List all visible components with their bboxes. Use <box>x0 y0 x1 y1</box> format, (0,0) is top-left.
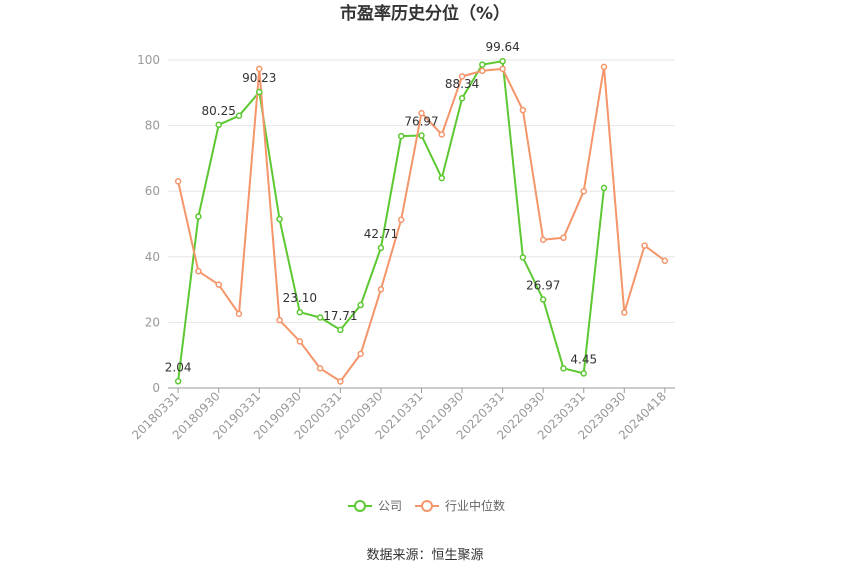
data-point-series-0[interactable] <box>397 132 405 140</box>
y-tick-label: 20 <box>145 315 160 329</box>
data-point-series-1[interactable] <box>539 236 547 243</box>
y-tick-label: 40 <box>145 250 160 264</box>
data-labels: 2.04 80.25 90.23 23.10 17.71 42.71 76.97 88.34 9… <box>165 40 597 374</box>
data-point-series-0[interactable] <box>296 308 304 316</box>
legend-marker-icon <box>354 500 366 512</box>
data-label: 76.97 <box>404 115 438 129</box>
data-point-series-1[interactable] <box>377 286 385 293</box>
y-tick-label: 100 <box>137 53 160 67</box>
data-point-series-1[interactable] <box>621 309 628 316</box>
data-label: 26.97 <box>526 279 560 293</box>
data-label: 17.71 <box>323 309 357 323</box>
series-lines <box>177 60 666 383</box>
data-point-series-1[interactable] <box>296 338 304 345</box>
data-point-series-1[interactable] <box>316 365 324 372</box>
legend-item-0[interactable]: 公司 <box>348 499 402 513</box>
data-point-series-1[interactable] <box>580 187 587 195</box>
data-point-series-0[interactable] <box>276 215 283 223</box>
data-point-series-0[interactable] <box>519 254 527 261</box>
legend-marker-icon <box>421 500 433 512</box>
data-label: 88.34 <box>445 77 479 91</box>
data-point-series-0[interactable] <box>539 296 547 303</box>
data-point-series-1[interactable] <box>235 310 243 318</box>
data-point-series-1[interactable] <box>357 350 364 358</box>
data-point-series-0[interactable] <box>377 244 385 252</box>
data-label: 2.04 <box>165 360 192 374</box>
data-point-series-1[interactable] <box>519 106 527 114</box>
legend-item-1[interactable]: 行业中位数 <box>415 498 505 513</box>
data-point-series-0[interactable] <box>479 61 486 68</box>
data-point-series-0[interactable] <box>499 57 506 65</box>
data-point-series-0[interactable] <box>256 88 263 96</box>
data-point-series-1[interactable] <box>174 178 182 185</box>
chart-title: 市盈率历史分位（%） <box>340 3 510 24</box>
data-point-series-0[interactable] <box>580 370 587 377</box>
data-point-series-0[interactable] <box>235 112 243 120</box>
data-point-series-1[interactable] <box>215 281 222 288</box>
x-axis: 2018033120180930201903312019093020200331… <box>129 387 675 442</box>
series-points <box>174 57 669 385</box>
data-point-series-1[interactable] <box>479 67 486 75</box>
source-note: 数据来源：恒生聚源 <box>366 548 483 563</box>
data-point-series-1[interactable] <box>256 65 263 73</box>
series-line-0 <box>177 60 605 382</box>
data-point-series-0[interactable] <box>418 132 425 139</box>
data-point-series-1[interactable] <box>337 378 344 385</box>
data-point-series-0[interactable] <box>174 378 182 385</box>
data-point-series-0[interactable] <box>195 213 202 220</box>
data-label: 90.23 <box>242 71 276 85</box>
y-tick-label: 0 <box>152 381 160 395</box>
y-axis: 0 20 40 60 80 100 <box>137 53 160 395</box>
data-point-series-1[interactable] <box>661 257 669 264</box>
y-tick-label: 80 <box>145 119 160 133</box>
data-label: 4.45 <box>570 352 597 366</box>
legend-label: 公司 <box>378 499 402 513</box>
data-point-series-0[interactable] <box>560 365 567 372</box>
data-label: 23.10 <box>283 291 317 305</box>
data-point-series-1[interactable] <box>438 131 446 138</box>
data-point-series-1[interactable] <box>600 63 608 71</box>
data-point-series-0[interactable] <box>458 94 466 102</box>
data-label: 99.64 <box>485 40 519 54</box>
data-point-series-0[interactable] <box>215 121 222 129</box>
data-point-series-1[interactable] <box>397 216 405 223</box>
data-point-series-1[interactable] <box>195 267 202 275</box>
data-point-series-0[interactable] <box>600 184 608 192</box>
data-point-series-1[interactable] <box>418 109 425 117</box>
data-point-series-1[interactable] <box>276 316 283 324</box>
data-point-series-1[interactable] <box>458 73 466 80</box>
y-tick-label: 60 <box>145 184 160 198</box>
data-point-series-0[interactable] <box>316 314 324 321</box>
data-point-series-0[interactable] <box>357 301 364 309</box>
data-point-series-1[interactable] <box>641 242 648 249</box>
legend[interactable]: 公司 行业中位数 <box>348 498 505 513</box>
data-label: 80.25 <box>202 104 236 118</box>
data-point-series-1[interactable] <box>499 65 506 73</box>
data-point-series-1[interactable] <box>560 234 567 242</box>
legend-label: 行业中位数 <box>445 498 505 513</box>
data-label: 42.71 <box>364 227 398 241</box>
grid-lines <box>168 59 675 323</box>
data-point-series-0[interactable] <box>337 326 344 334</box>
data-point-series-0[interactable] <box>438 174 446 182</box>
